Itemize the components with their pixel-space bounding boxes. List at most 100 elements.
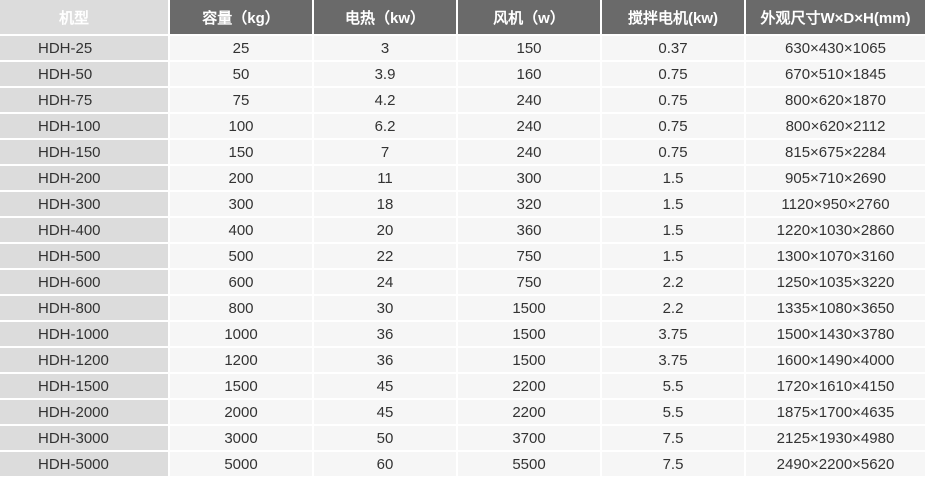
- model-cell: HDH-3000: [0, 426, 170, 452]
- data-cell: 75: [170, 88, 314, 114]
- model-cell: HDH-200: [0, 166, 170, 192]
- model-cell: HDH-25: [0, 36, 170, 62]
- data-cell: 1120×950×2760: [746, 192, 925, 218]
- data-cell: 36: [314, 348, 458, 374]
- data-cell: 1300×1070×3160: [746, 244, 925, 270]
- model-cell: HDH-800: [0, 296, 170, 322]
- data-cell: 36: [314, 322, 458, 348]
- data-cell: 750: [458, 244, 602, 270]
- data-cell: 1220×1030×2860: [746, 218, 925, 244]
- data-cell: 2000: [170, 400, 314, 426]
- data-cell: 3.75: [602, 322, 746, 348]
- data-cell: 18: [314, 192, 458, 218]
- data-cell: 1600×1490×4000: [746, 348, 925, 374]
- model-cell: HDH-150: [0, 140, 170, 166]
- data-cell: 45: [314, 400, 458, 426]
- data-cell: 1500: [458, 296, 602, 322]
- model-cell: HDH-1500: [0, 374, 170, 400]
- data-cell: 240: [458, 88, 602, 114]
- data-cell: 5.5: [602, 400, 746, 426]
- data-cell: 1250×1035×3220: [746, 270, 925, 296]
- model-cell: HDH-400: [0, 218, 170, 244]
- data-cell: 3000: [170, 426, 314, 452]
- data-cell: 630×430×1065: [746, 36, 925, 62]
- data-cell: 1.5: [602, 218, 746, 244]
- model-cell: HDH-1000: [0, 322, 170, 348]
- data-cell: 22: [314, 244, 458, 270]
- data-cell: 5.5: [602, 374, 746, 400]
- model-cell: HDH-1200: [0, 348, 170, 374]
- data-cell: 3700: [458, 426, 602, 452]
- data-cell: 1500×1430×3780: [746, 322, 925, 348]
- data-cell: 600: [170, 270, 314, 296]
- data-cell: 1.5: [602, 192, 746, 218]
- data-cell: 300: [170, 192, 314, 218]
- data-cell: 240: [458, 140, 602, 166]
- data-cell: 800×620×1870: [746, 88, 925, 114]
- data-cell: 5500: [458, 452, 602, 478]
- data-cell: 100: [170, 114, 314, 140]
- model-cell: HDH-75: [0, 88, 170, 114]
- model-cell: HDH-50: [0, 62, 170, 88]
- data-cell: 160: [458, 62, 602, 88]
- data-cell: 1500: [458, 322, 602, 348]
- data-cell: 2200: [458, 400, 602, 426]
- data-cell: 1720×1610×4150: [746, 374, 925, 400]
- data-cell: 905×710×2690: [746, 166, 925, 192]
- data-cell: 25: [170, 36, 314, 62]
- data-cell: 800×620×2112: [746, 114, 925, 140]
- data-cell: 2.2: [602, 270, 746, 296]
- data-cell: 3.75: [602, 348, 746, 374]
- data-cell: 1500: [458, 348, 602, 374]
- data-cell: 0.75: [602, 88, 746, 114]
- data-cell: 800: [170, 296, 314, 322]
- data-cell: 1335×1080×3650: [746, 296, 925, 322]
- model-cell: HDH-2000: [0, 400, 170, 426]
- data-cell: 150: [458, 36, 602, 62]
- header-cell: 容量（kg）: [170, 0, 314, 36]
- data-cell: 3.9: [314, 62, 458, 88]
- data-cell: 3: [314, 36, 458, 62]
- data-cell: 1000: [170, 322, 314, 348]
- data-cell: 30: [314, 296, 458, 322]
- data-cell: 400: [170, 218, 314, 244]
- data-cell: 500: [170, 244, 314, 270]
- data-cell: 750: [458, 270, 602, 296]
- data-cell: 240: [458, 114, 602, 140]
- data-cell: 11: [314, 166, 458, 192]
- model-cell: HDH-300: [0, 192, 170, 218]
- data-cell: 7.5: [602, 426, 746, 452]
- data-cell: 5000: [170, 452, 314, 478]
- model-cell: HDH-100: [0, 114, 170, 140]
- data-cell: 45: [314, 374, 458, 400]
- data-cell: 2490×2200×5620: [746, 452, 925, 478]
- data-cell: 50: [314, 426, 458, 452]
- model-cell: HDH-500: [0, 244, 170, 270]
- data-cell: 300: [458, 166, 602, 192]
- data-cell: 2125×1930×4980: [746, 426, 925, 452]
- data-cell: 320: [458, 192, 602, 218]
- data-cell: 0.75: [602, 140, 746, 166]
- header-cell: 风机（w）: [458, 0, 602, 36]
- header-cell: 外观尺寸W×D×H(mm): [746, 0, 925, 36]
- data-cell: 0.37: [602, 36, 746, 62]
- data-cell: 1.5: [602, 166, 746, 192]
- data-cell: 7.5: [602, 452, 746, 478]
- data-cell: 815×675×2284: [746, 140, 925, 166]
- model-cell: HDH-600: [0, 270, 170, 296]
- header-cell: 机型: [0, 0, 170, 36]
- data-cell: 670×510×1845: [746, 62, 925, 88]
- data-cell: 200: [170, 166, 314, 192]
- data-cell: 50: [170, 62, 314, 88]
- data-cell: 360: [458, 218, 602, 244]
- data-cell: 24: [314, 270, 458, 296]
- header-cell: 搅拌电机(kw): [602, 0, 746, 36]
- data-cell: 0.75: [602, 114, 746, 140]
- data-cell: 1200: [170, 348, 314, 374]
- data-cell: 150: [170, 140, 314, 166]
- data-cell: 6.2: [314, 114, 458, 140]
- data-cell: 1875×1700×4635: [746, 400, 925, 426]
- data-cell: 7: [314, 140, 458, 166]
